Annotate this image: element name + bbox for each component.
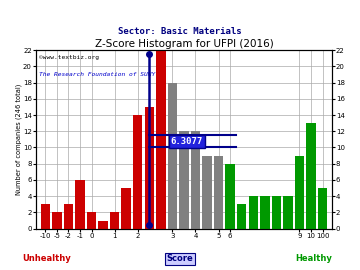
Bar bbox=[75, 180, 85, 229]
Bar bbox=[64, 204, 73, 229]
Text: Unhealthy: Unhealthy bbox=[22, 254, 71, 263]
Bar bbox=[41, 204, 50, 229]
Bar bbox=[318, 188, 327, 229]
Bar bbox=[145, 107, 154, 229]
Bar bbox=[295, 156, 304, 229]
Bar bbox=[283, 196, 293, 229]
Bar bbox=[121, 188, 131, 229]
Bar bbox=[168, 83, 177, 229]
Bar bbox=[272, 196, 281, 229]
Bar bbox=[156, 50, 166, 229]
Bar bbox=[248, 196, 258, 229]
Bar bbox=[202, 156, 212, 229]
Text: 6.3077: 6.3077 bbox=[171, 137, 203, 146]
Text: Healthy: Healthy bbox=[295, 254, 332, 263]
Bar bbox=[306, 123, 316, 229]
Bar bbox=[214, 156, 223, 229]
Text: The Research Foundation of SUNY: The Research Foundation of SUNY bbox=[39, 72, 155, 76]
Bar bbox=[260, 196, 270, 229]
Bar bbox=[52, 212, 62, 229]
Y-axis label: Number of companies (246 total): Number of companies (246 total) bbox=[15, 84, 22, 195]
Title: Z-Score Histogram for UFPI (2016): Z-Score Histogram for UFPI (2016) bbox=[95, 39, 273, 49]
Bar bbox=[87, 212, 96, 229]
Bar bbox=[191, 131, 200, 229]
Text: Sector: Basic Materials: Sector: Basic Materials bbox=[118, 27, 242, 36]
Text: ©www.textbiz.org: ©www.textbiz.org bbox=[39, 55, 99, 60]
Bar bbox=[98, 221, 108, 229]
Bar bbox=[237, 204, 247, 229]
Bar bbox=[225, 164, 235, 229]
Bar bbox=[110, 212, 120, 229]
Bar bbox=[179, 131, 189, 229]
Bar bbox=[133, 115, 143, 229]
Text: Score: Score bbox=[167, 254, 193, 263]
